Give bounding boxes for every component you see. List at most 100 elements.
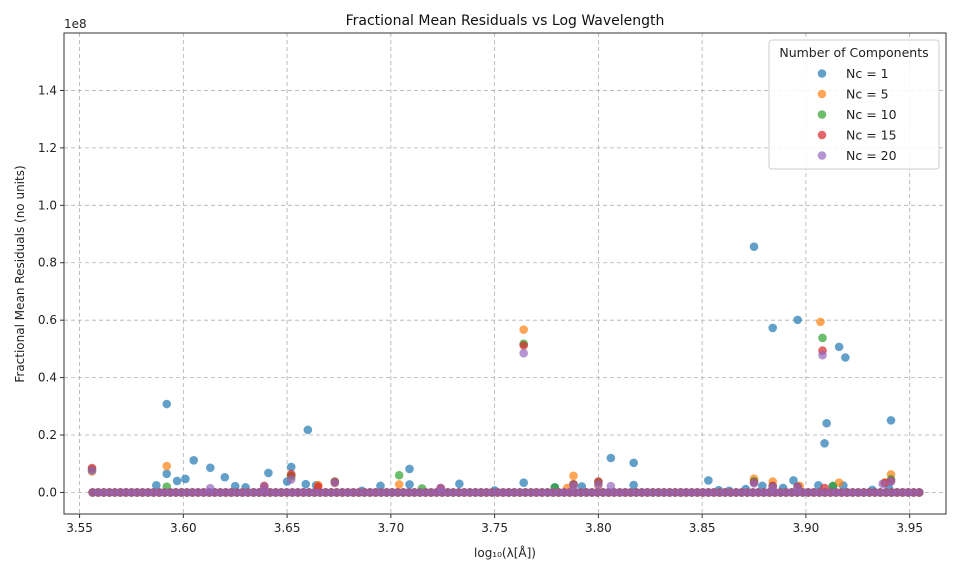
y-axis-title: Fractional Mean Residuals (no units) xyxy=(13,165,27,382)
legend-label: Nc = 10 xyxy=(846,107,897,122)
data-point xyxy=(394,470,404,480)
data-point xyxy=(394,480,404,489)
data-point xyxy=(206,483,215,493)
x-tick-label: 3.95 xyxy=(896,521,923,535)
data-point xyxy=(264,468,273,478)
data-point xyxy=(162,469,172,479)
legend-marker xyxy=(817,151,827,160)
x-tick-label: 3.75 xyxy=(481,521,508,535)
data-point xyxy=(886,477,896,486)
y-tick-label: 0.8 xyxy=(38,256,57,270)
data-point xyxy=(594,480,603,490)
data-point xyxy=(606,453,616,463)
data-point xyxy=(569,471,578,481)
data-point xyxy=(834,342,844,352)
data-point xyxy=(606,481,616,491)
data-point xyxy=(818,350,827,360)
x-tick-label: 3.60 xyxy=(170,521,197,535)
data-point xyxy=(303,425,313,435)
data-point xyxy=(886,416,896,425)
data-point xyxy=(519,478,528,487)
legend-marker xyxy=(817,89,827,99)
data-point xyxy=(818,333,827,343)
legend: Number of Components Nc = 1 Nc = 5 Nc = 10… xyxy=(768,39,940,170)
data-points xyxy=(87,242,924,497)
series-nc-15 xyxy=(87,341,924,497)
data-point xyxy=(519,341,528,350)
data-point xyxy=(519,348,528,358)
data-point xyxy=(162,399,172,409)
data-point xyxy=(768,323,778,333)
data-point xyxy=(816,317,825,327)
data-point xyxy=(768,482,778,492)
data-point xyxy=(206,463,215,473)
data-point xyxy=(569,481,578,491)
data-point xyxy=(749,242,759,251)
data-point xyxy=(629,480,638,490)
plot-frame xyxy=(63,32,947,515)
y-tick-label: 1.0 xyxy=(38,198,57,212)
data-point xyxy=(181,474,190,484)
data-point xyxy=(822,418,831,428)
y-scale-label: 1e8 xyxy=(64,17,87,31)
data-point xyxy=(793,315,802,325)
y-tick-label: 0.6 xyxy=(38,313,57,327)
data-point xyxy=(820,439,829,448)
data-point xyxy=(189,456,199,465)
x-tick-label: 3.65 xyxy=(274,521,301,535)
data-point xyxy=(172,476,182,486)
series-nc-1 xyxy=(88,242,924,497)
data-point xyxy=(152,480,161,490)
series-nc-10 xyxy=(87,333,924,497)
data-point xyxy=(286,462,296,472)
legend-title: Number of Components xyxy=(779,45,928,60)
data-point xyxy=(793,482,802,492)
legend-frame xyxy=(768,39,940,170)
y-tick-label: 0.2 xyxy=(38,428,57,442)
x-tick-label: 3.85 xyxy=(689,521,716,535)
series-nc-20 xyxy=(87,348,924,497)
data-point xyxy=(519,325,528,334)
data-point xyxy=(704,476,713,485)
chart-title: Fractional Mean Residuals vs Log Wavelen… xyxy=(346,13,665,29)
baseline-point xyxy=(914,488,924,497)
legend-marker xyxy=(817,130,827,140)
legend-label: Nc = 15 xyxy=(846,128,897,143)
data-point xyxy=(259,482,269,492)
y-tick-label: 0.0 xyxy=(38,485,57,499)
data-point xyxy=(758,481,767,491)
data-point xyxy=(749,478,759,488)
y-tick-label: 0.4 xyxy=(38,371,57,385)
data-point xyxy=(828,481,838,491)
x-tick-label: 3.70 xyxy=(377,521,404,535)
x-tick-label: 3.80 xyxy=(585,521,612,535)
legend-label: Nc = 5 xyxy=(846,87,889,102)
data-point xyxy=(162,461,172,471)
data-point xyxy=(330,478,340,487)
data-point xyxy=(878,479,888,489)
data-point xyxy=(841,353,850,362)
y-tick-label: 1.4 xyxy=(38,83,57,97)
data-point xyxy=(301,479,311,489)
y-axis: 0.0 0.2 0.4 0.6 0.8 1.0 1.2 1.4 xyxy=(38,83,64,499)
legend-marker xyxy=(817,69,827,78)
data-point xyxy=(455,479,464,489)
data-point xyxy=(436,483,445,493)
x-tick-label: 3.90 xyxy=(793,521,820,535)
y-tick-label: 1.2 xyxy=(38,141,57,155)
data-point xyxy=(629,458,638,468)
data-point xyxy=(376,481,385,491)
data-point xyxy=(87,466,97,475)
data-point xyxy=(286,475,296,484)
x-tick-label: 3.55 xyxy=(66,521,93,535)
data-point xyxy=(220,472,230,482)
data-point xyxy=(405,464,414,474)
data-point xyxy=(789,476,798,485)
x-axis-title: log₁₀(λ[Å]) xyxy=(474,545,536,560)
legend-label: Nc = 1 xyxy=(846,66,889,81)
legend-label: Nc = 20 xyxy=(846,148,897,163)
legend-marker xyxy=(817,110,827,119)
x-axis: 3.55 3.60 3.65 3.70 3.75 3.80 3.85 3.90 3.95 xyxy=(66,514,923,535)
data-point xyxy=(405,480,414,489)
